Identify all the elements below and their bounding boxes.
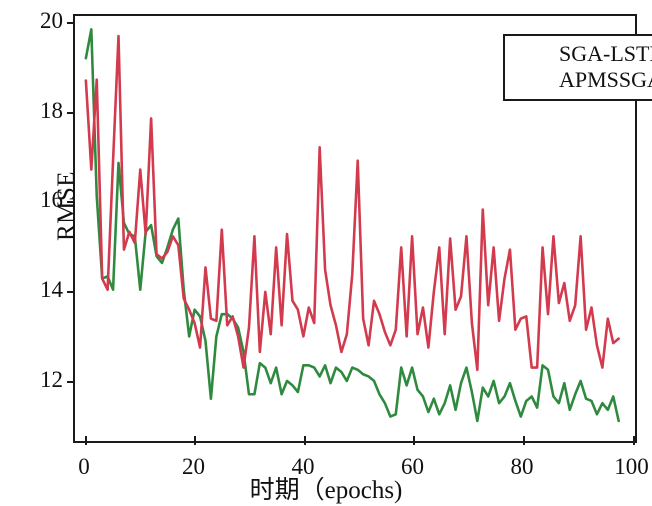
x-tick-mark [303, 436, 306, 445]
legend-item-sga-lstm: SGA-LSTM [511, 41, 652, 67]
y-tick-mark [67, 381, 75, 384]
y-tick-mark [67, 21, 75, 24]
x-tick-label: 0 [78, 454, 90, 479]
y-axis-title: RMSE [53, 170, 80, 242]
chart-legend: SGA-LSTM APMSSGA-LSTM [503, 34, 652, 101]
y-tick-label: 14 [40, 277, 63, 303]
x-tick-label: 80 [510, 454, 534, 479]
legend-item-apmssga-lstm: APMSSGA-LSTM [511, 67, 652, 93]
x-axis-title: 时期（epochs) [249, 477, 403, 504]
x-tick-label: 100 [614, 454, 649, 479]
x-tick-label: 60 [400, 454, 424, 479]
y-tick-mark [67, 111, 75, 114]
x-tick-mark [632, 436, 635, 445]
x-tick-label: 40 [291, 454, 315, 479]
x-tick-label: 20 [181, 454, 205, 479]
series-canvas [84, 28, 620, 423]
legend-label-apmssga-lstm: APMSSGA-LSTM [559, 67, 652, 92]
x-tick-mark [194, 436, 197, 445]
y-tick-mark [67, 291, 75, 294]
y-tick-label: 16 [40, 187, 63, 213]
x-tick-mark [413, 436, 416, 445]
plot-area: SGA-LSTM APMSSGA-LSTM [67, 14, 652, 445]
y-tick-label: 18 [40, 97, 63, 123]
y-tick-label: 20 [40, 7, 63, 33]
series-line-sga-lstm [84, 34, 620, 372]
x-tick-mark [84, 436, 87, 445]
y-tick-label: 12 [40, 367, 63, 393]
y-tick-mark [67, 201, 75, 204]
x-tick-mark [523, 436, 525, 445]
series-line-apmssga-lstm [84, 28, 620, 423]
legend-label-sga-lstm: SGA-LSTM [559, 41, 652, 66]
